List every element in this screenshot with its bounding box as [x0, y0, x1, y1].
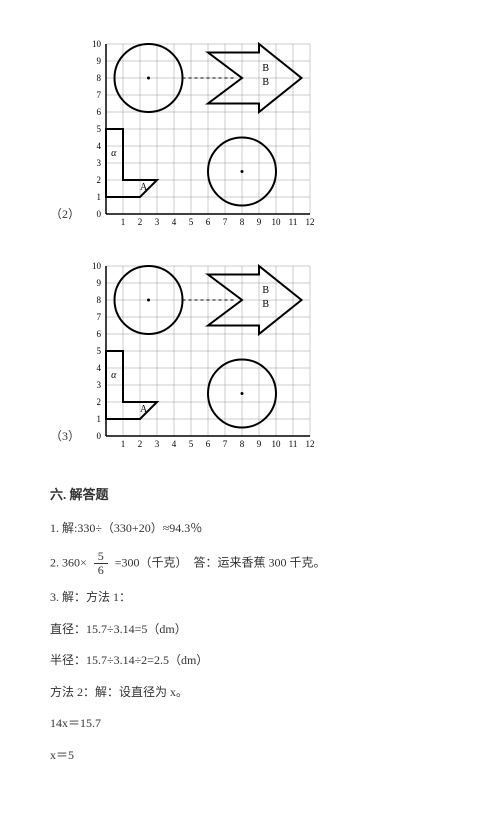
solution-q3-l2: 半径：15.7÷3.14÷2=2.5（dm）	[50, 650, 450, 672]
svg-text:6: 6	[206, 439, 211, 449]
svg-text:2: 2	[97, 175, 102, 185]
svg-text:6: 6	[206, 217, 211, 227]
svg-text:10: 10	[92, 262, 102, 271]
svg-text:5: 5	[189, 217, 194, 227]
q2-frac-num: 5	[94, 550, 108, 564]
diagram-3-label: （3）	[50, 427, 80, 444]
svg-text:B: B	[262, 63, 269, 74]
svg-text:1: 1	[121, 217, 126, 227]
svg-text:10: 10	[92, 40, 102, 49]
svg-text:9: 9	[257, 217, 262, 227]
svg-text:α: α	[111, 370, 117, 381]
svg-text:11: 11	[289, 217, 298, 227]
svg-text:10: 10	[272, 217, 282, 227]
q2-part-b: =300（千克） 答：运来香蕉 300 千克。	[115, 555, 326, 569]
svg-text:1: 1	[121, 439, 126, 449]
q2-part-a: 2. 360×	[50, 555, 87, 569]
svg-text:4: 4	[172, 217, 177, 227]
svg-text:12: 12	[306, 439, 315, 449]
svg-text:6: 6	[97, 329, 102, 339]
svg-text:3: 3	[97, 158, 102, 168]
diagram-3-block: （3） 123456789101112012345678910ABBα	[50, 262, 450, 454]
svg-text:8: 8	[240, 439, 245, 449]
svg-text:0: 0	[97, 209, 102, 219]
svg-text:B: B	[262, 299, 269, 310]
svg-text:4: 4	[97, 363, 102, 373]
svg-text:0: 0	[97, 431, 102, 441]
svg-text:8: 8	[240, 217, 245, 227]
svg-text:A: A	[140, 182, 148, 193]
svg-text:7: 7	[97, 312, 102, 322]
svg-text:7: 7	[223, 217, 228, 227]
svg-text:8: 8	[97, 295, 102, 305]
diagram-2-label: （2）	[50, 205, 80, 222]
svg-text:1: 1	[97, 192, 102, 202]
svg-text:9: 9	[257, 439, 262, 449]
svg-text:3: 3	[155, 217, 160, 227]
diagram-2-block: （2） 123456789101112012345678910ABBα	[50, 40, 450, 232]
q2-fraction: 5 6	[94, 550, 108, 577]
svg-text:4: 4	[97, 141, 102, 151]
diagram-2-svg-container: 123456789101112012345678910ABBα	[88, 40, 314, 232]
solution-q1: 1. 解:330÷（330+20）≈94.3％	[50, 518, 450, 540]
svg-text:4: 4	[172, 439, 177, 449]
svg-text:6: 6	[97, 107, 102, 117]
solution-q3-header: 3. 解：方法 1：	[50, 587, 450, 609]
diagram-3-svg-container: 123456789101112012345678910ABBα	[88, 262, 314, 454]
solution-q3-l4: 14x＝15.7	[50, 713, 450, 735]
svg-text:A: A	[140, 404, 148, 415]
solution-q2: 2. 360× 5 6 =300（千克） 答：运来香蕉 300 千克。	[50, 550, 450, 577]
svg-text:5: 5	[189, 439, 194, 449]
svg-text:7: 7	[97, 90, 102, 100]
svg-text:5: 5	[97, 124, 102, 134]
q2-frac-den: 6	[94, 564, 108, 577]
solution-q3-l5: x＝5	[50, 745, 450, 767]
solution-q3-l1: 直径：15.7÷3.14=5（dm）	[50, 619, 450, 641]
svg-text:1: 1	[97, 414, 102, 424]
svg-text:10: 10	[272, 439, 282, 449]
svg-text:12: 12	[306, 217, 315, 227]
svg-text:2: 2	[97, 397, 102, 407]
svg-text:2: 2	[138, 217, 143, 227]
svg-text:3: 3	[155, 439, 160, 449]
svg-text:3: 3	[97, 380, 102, 390]
svg-text:9: 9	[97, 278, 102, 288]
svg-text:2: 2	[138, 439, 143, 449]
svg-text:5: 5	[97, 346, 102, 356]
solution-q3-l3: 方法 2：解：设直径为 x。	[50, 682, 450, 704]
section-heading: 六. 解答题	[50, 484, 450, 503]
svg-text:8: 8	[97, 73, 102, 83]
svg-text:α: α	[111, 148, 117, 159]
svg-text:B: B	[262, 285, 269, 296]
svg-text:11: 11	[289, 439, 298, 449]
svg-text:9: 9	[97, 56, 102, 66]
svg-text:B: B	[262, 77, 269, 88]
svg-text:7: 7	[223, 439, 228, 449]
